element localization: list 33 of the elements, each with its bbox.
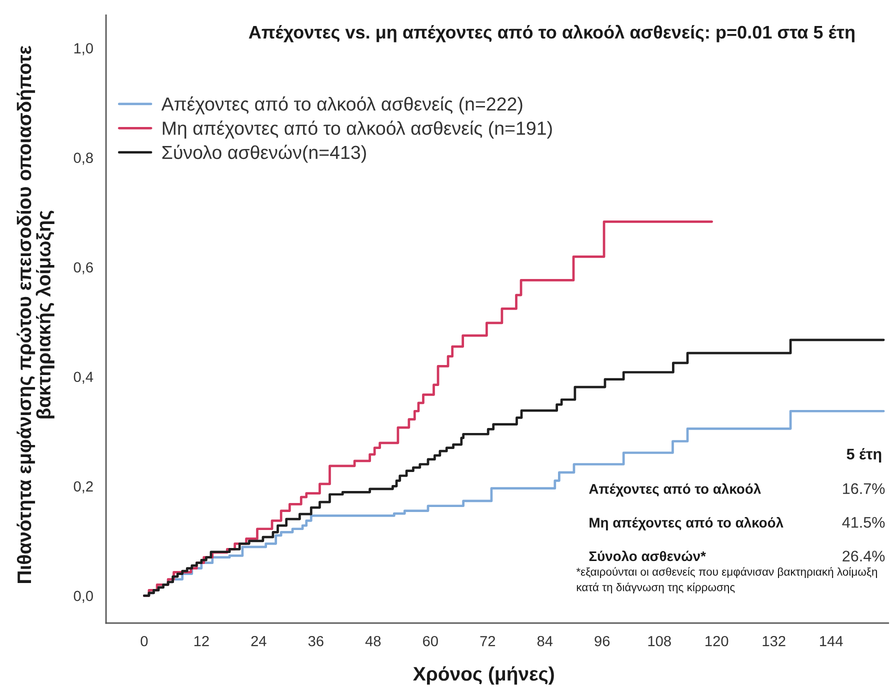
x-tick-label: 36: [308, 636, 324, 646]
x-tick-label: 120: [706, 636, 728, 646]
annotation: Μη απέχοντες από το αλκοόλ: [590, 517, 784, 530]
x-tick-label: 48: [365, 636, 381, 646]
annotation: 41.5%: [842, 517, 885, 528]
x-tick-label: 24: [251, 636, 266, 646]
legend-label: Σύνολο ασθενών(n=413): [162, 144, 366, 163]
y-tick-label: 0,2: [74, 481, 93, 494]
annotation: Απέχοντες από το αλκοόλ: [589, 483, 761, 497]
x-tick-label: 12: [194, 636, 209, 646]
x-tick-label: 144: [820, 636, 843, 646]
x-tick-label: 96: [594, 636, 610, 646]
annotation: 16.7%: [843, 483, 885, 494]
x-tick-label: 132: [762, 636, 786, 646]
y-tick-label: 0,6: [74, 262, 93, 274]
annotation: *εξαιρούνται οι ασθενείς που εμφάνισαν βακτηριακή λοίμωξη κατά τη διάγνωση της κίρρωσης: [576, 567, 877, 594]
y-tick-label: 0,0: [74, 590, 93, 603]
annotation: 5 έτη: [846, 448, 882, 462]
legend-label: Μη απέχοντες από το αλκοόλ ασθενείς (n=191): [162, 120, 552, 139]
annotation: Σύνολο ασθενών*: [589, 550, 706, 562]
x-tick-label: 108: [648, 636, 671, 646]
y-tick-label: 0,8: [74, 152, 93, 165]
text: Απέχοντες vs. μη απέχοντες από το αλκοόλ ασθενείς: p=0.01 στα 5 έτη: [248, 24, 854, 42]
x-axis-title: Χρόνος (μήνες): [413, 666, 554, 685]
x-tick-label: 72: [480, 636, 496, 646]
y-tick-label: 1,0: [74, 43, 93, 56]
x-tick-label: 0: [140, 636, 148, 646]
y-tick-label: 0,4: [74, 372, 94, 384]
annotation: 26.4%: [842, 550, 885, 562]
x-tick-label: 60: [423, 636, 438, 646]
y-axis-title: Πιθανότητα εμφάνισης πρώτου επεισοδίου οποιασδήποτε βακτηριακής λοίμωξης: [16, 46, 54, 583]
x-tick-label: 84: [537, 636, 553, 646]
legend-label: Απέχοντες από το αλκοόλ ασθενείς (n=222): [161, 96, 522, 114]
